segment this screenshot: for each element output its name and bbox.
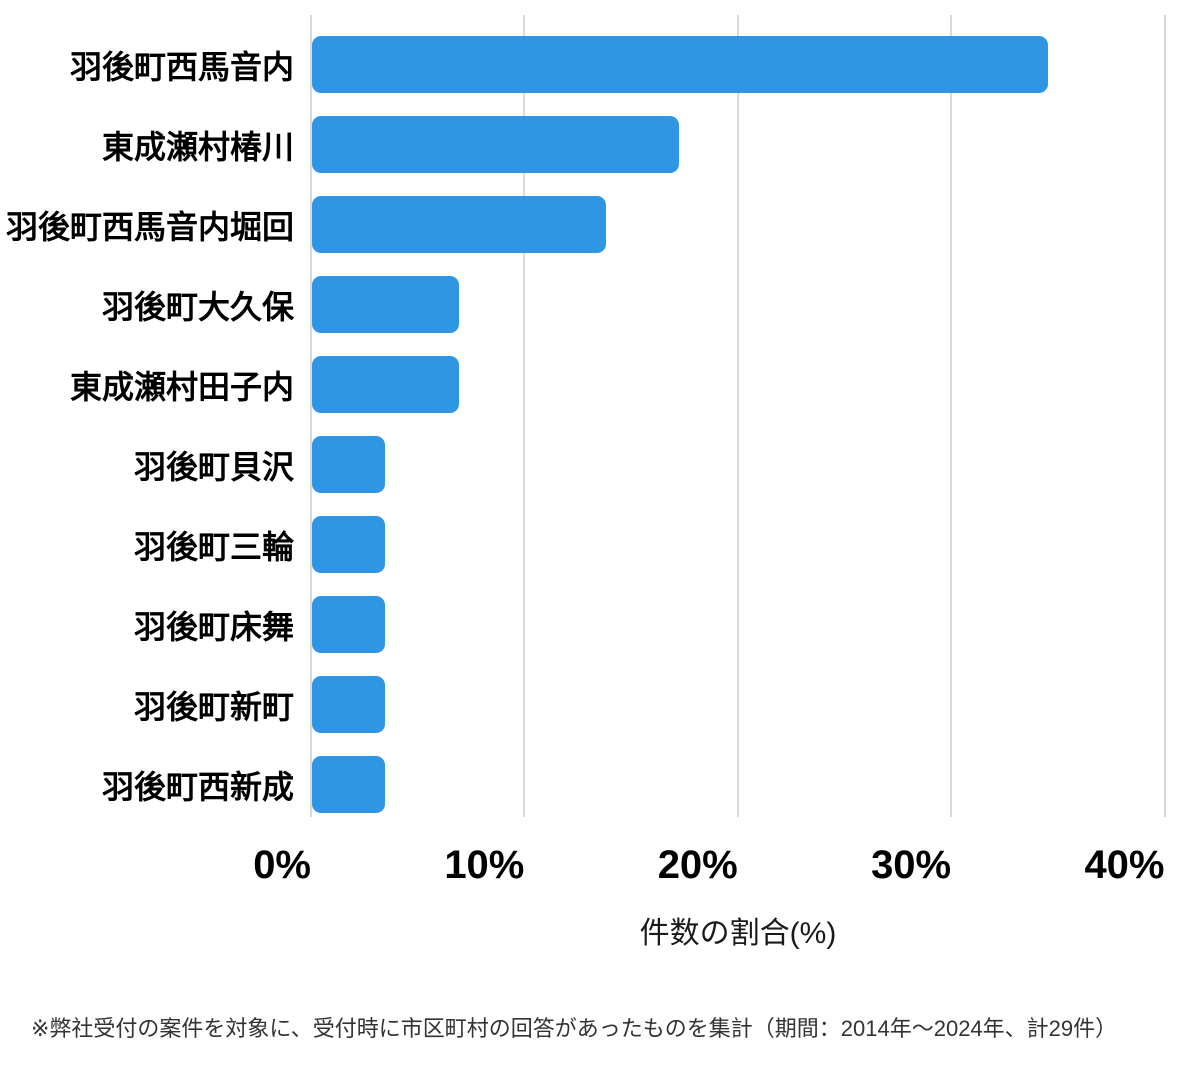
x-axis-title: 件数の割合(%)	[639, 917, 837, 950]
y-axis-label: 羽後町新町	[133, 688, 294, 725]
bar	[312, 756, 385, 813]
bar	[312, 356, 460, 413]
y-axis-label: 羽後町貝沢	[133, 448, 294, 485]
x-tick-label-10%: 10%	[444, 843, 525, 887]
bar	[312, 116, 679, 173]
gridline-10%	[523, 15, 526, 817]
x-tick-label-0%: 0%	[253, 843, 311, 887]
y-axis-label: 羽後町大久保	[101, 288, 294, 325]
footnote: ※弊社受付の案件を対象に、受付時に市区町村の回答があったものを集計（期間：201…	[31, 1016, 1118, 1041]
y-axis-label: 羽後町西新成	[101, 768, 294, 805]
y-axis-label: 羽後町三輪	[133, 528, 294, 565]
gridline-0%	[310, 15, 312, 817]
y-axis-label: 東成瀬村椿川	[101, 128, 294, 165]
y-axis-label: 東成瀬村田子内	[69, 368, 294, 405]
x-tick-label-40%: 40%	[1084, 843, 1165, 887]
x-tick-label-20%: 20%	[657, 843, 738, 887]
gridline-20%	[736, 15, 739, 817]
bar	[312, 36, 1049, 93]
bar	[312, 276, 460, 333]
x-tick-label-30%: 30%	[871, 843, 952, 887]
bar	[312, 596, 385, 653]
bar	[312, 436, 385, 493]
gridline-30%	[950, 15, 953, 817]
bar	[312, 676, 385, 733]
y-axis-label: 羽後町西馬音内	[69, 48, 294, 85]
y-axis-label: 羽後町床舞	[133, 608, 294, 645]
gridline-40%	[1163, 15, 1166, 817]
y-axis-label: 羽後町西馬音内堀回	[5, 208, 294, 245]
bar	[312, 196, 607, 253]
bar	[312, 516, 385, 573]
